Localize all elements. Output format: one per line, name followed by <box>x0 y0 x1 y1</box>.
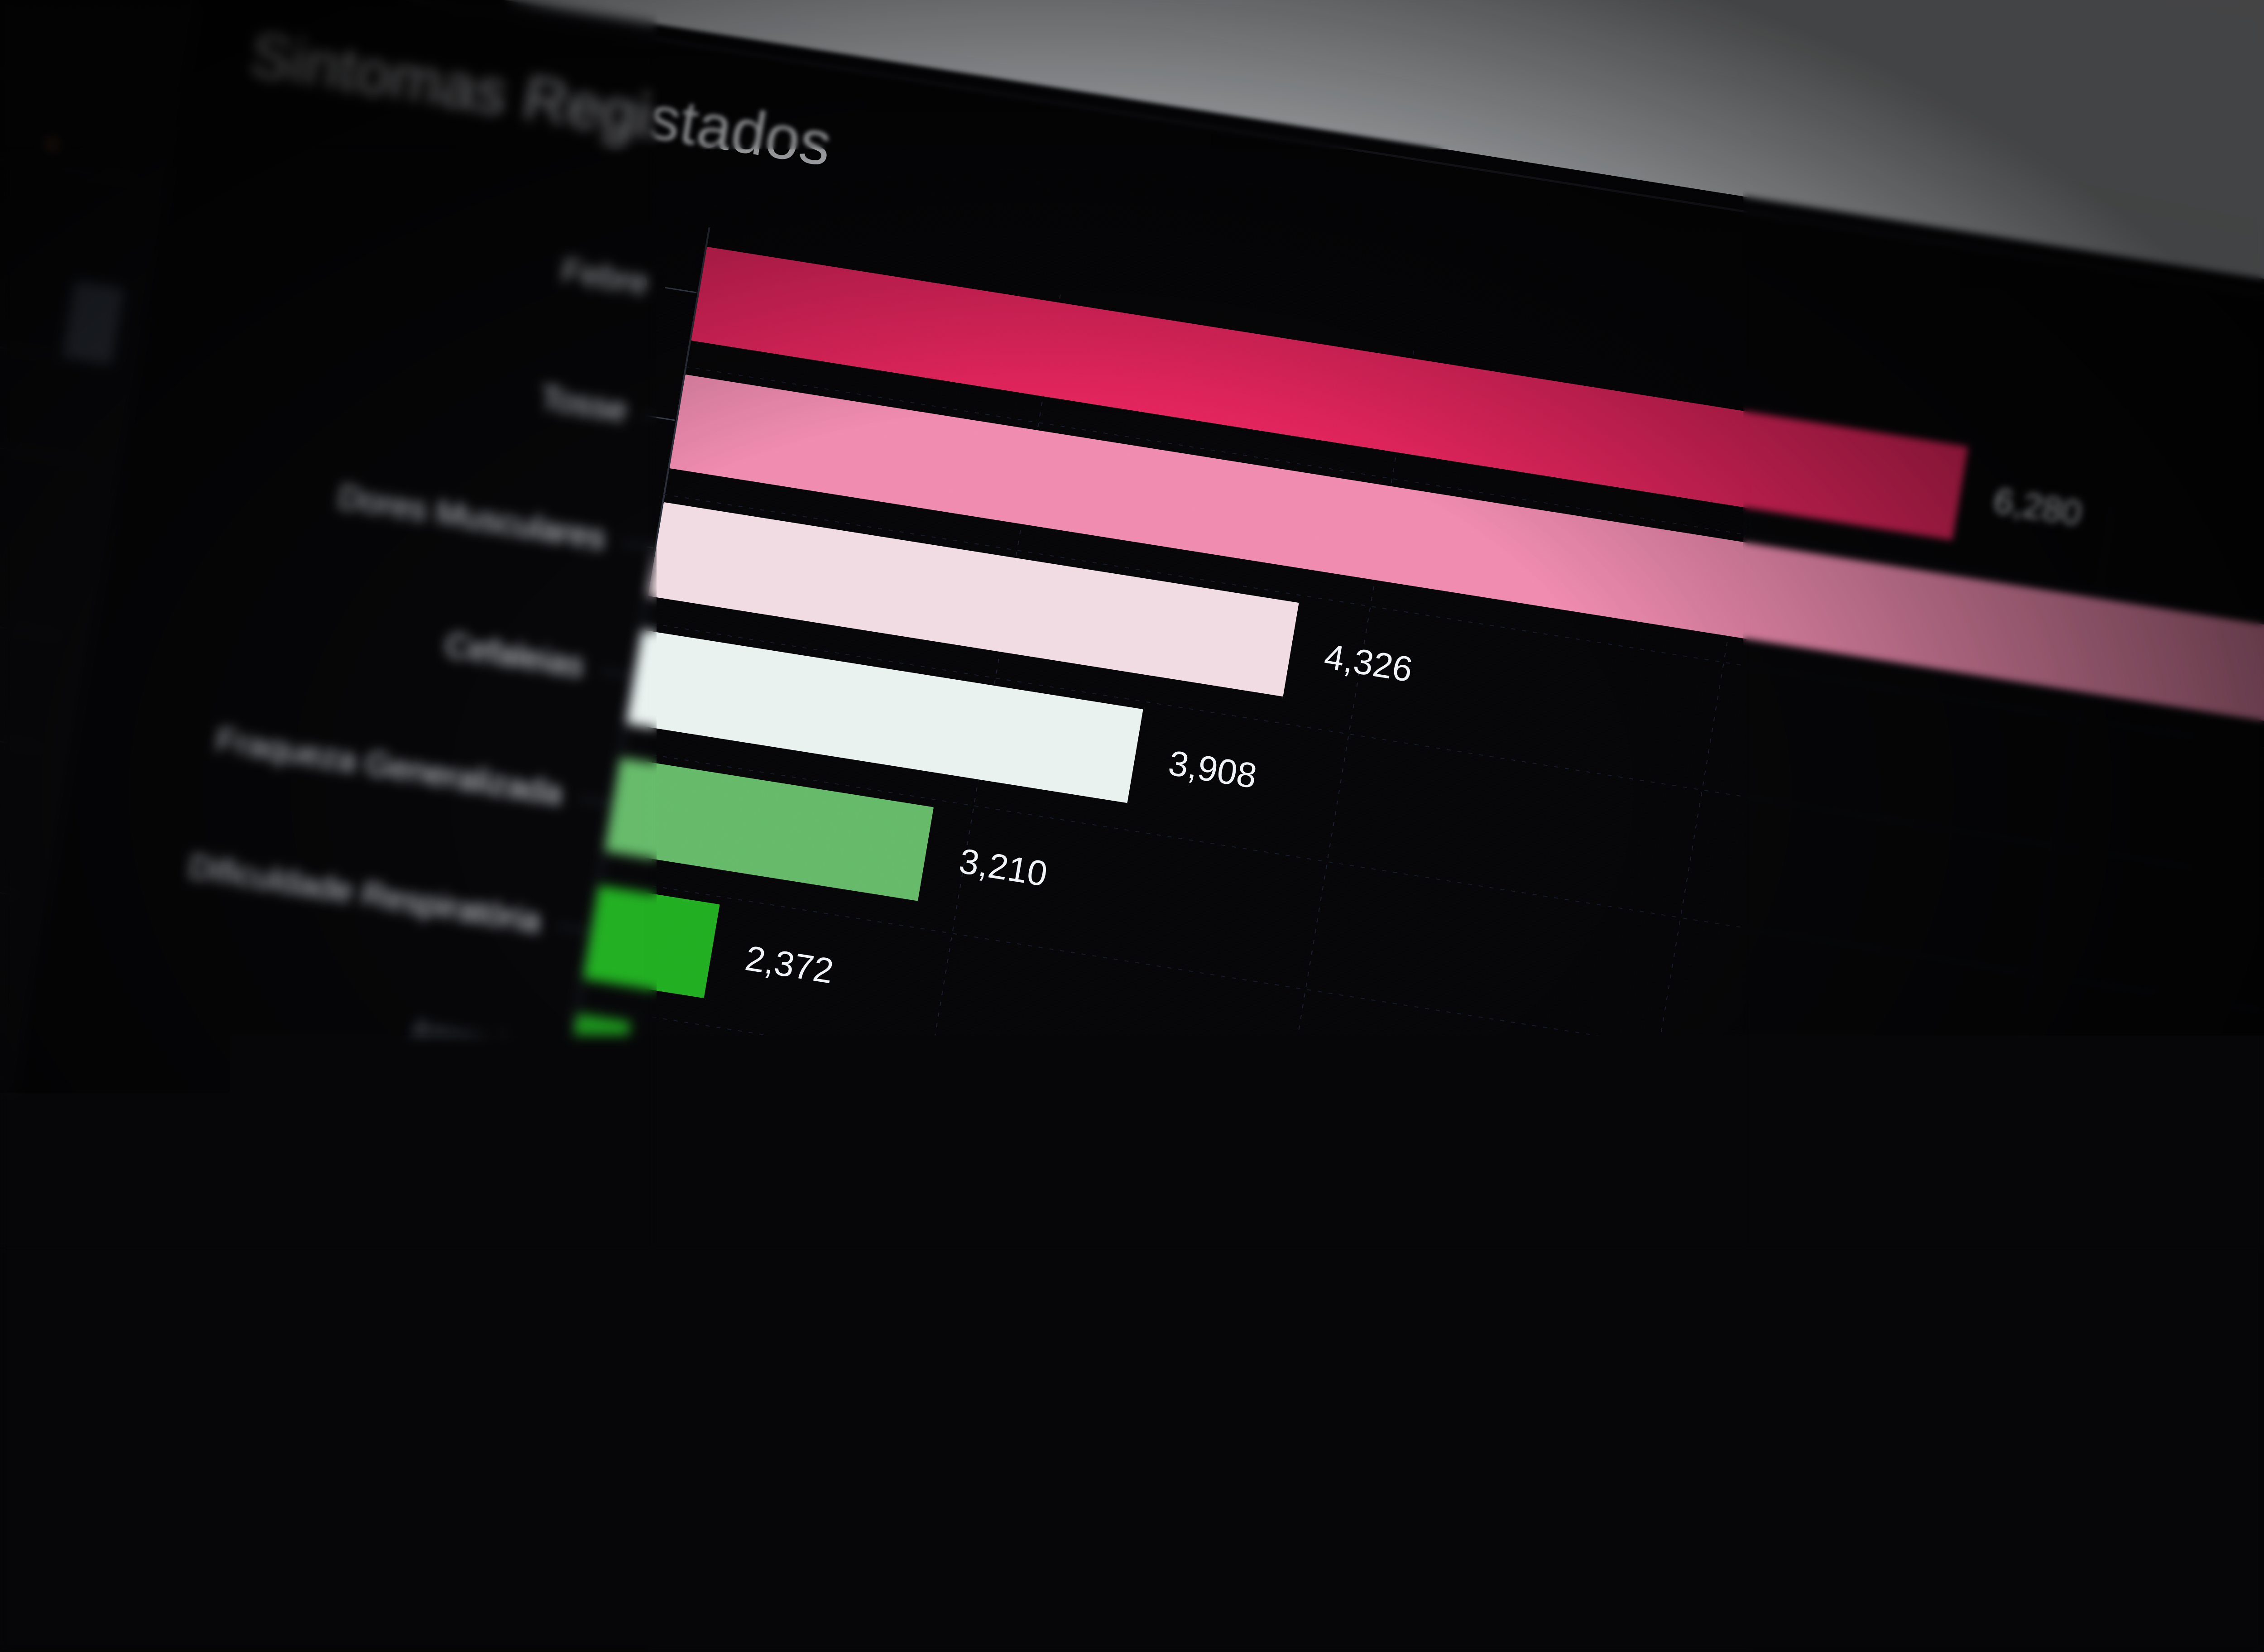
sidebar-divider <box>0 46 152 97</box>
bar-label-anosmia: Anosmia <box>38 954 523 1061</box>
gridline-horizontal <box>599 877 2264 1158</box>
bar-label-dificuldade-respiratoria: Dificuldade Respiratória <box>0 778 544 941</box>
tab-tipo-de-contagio-box[interactable] <box>806 1325 1477 1543</box>
y-axis-tick <box>622 543 653 549</box>
bar-label-febre: Febre <box>189 192 652 302</box>
sidebar-divider <box>0 586 61 637</box>
bar-fraqueza-generalizada[interactable] <box>605 758 934 901</box>
bar-label-cefaleias: Cefaleias <box>125 575 587 685</box>
y-axis-tick <box>557 926 589 932</box>
bar-dificuldade-respiratoria[interactable] <box>583 885 720 998</box>
y-axis-tick <box>665 287 697 293</box>
sidebar-scroll-thumb[interactable] <box>62 280 124 364</box>
y-axis-tick <box>643 415 675 421</box>
symptoms-card: Sintomas Registados <box>0 0 2264 1652</box>
y-axis-tick <box>600 670 632 677</box>
dashboard-screen: ...mados ...o Gaia ...bos ...mento ...o … <box>0 0 2264 1652</box>
page-title: Sintomas Registados <box>245 18 837 180</box>
tab-active-indicator <box>439 1264 691 1315</box>
photograph-of-monitor: ...mados ...o Gaia ...bos ...mento ...o … <box>0 0 2264 1652</box>
bar-label-fraqueza-generalizada: Fraqueza Generalizada <box>0 662 566 813</box>
bar-value-febre: 6,280 <box>1991 480 2085 534</box>
bar-value-fraqueza-generalizada: 3,210 <box>956 840 1050 894</box>
tab-grupo-etario-box[interactable] <box>1520 1562 2123 1652</box>
y-axis-tick <box>579 798 610 804</box>
tab-sintomas[interactable]: Sintomas <box>458 1213 586 1267</box>
monitor-screen-wrap: ...mados ...o Gaia ...bos ...mento ...o … <box>0 0 2264 1652</box>
bar-label-tosse: Tosse <box>168 319 630 429</box>
bar-value-cefaleias: 3,908 <box>1166 742 1260 797</box>
status-dot-icon <box>47 139 57 149</box>
y-axis-tick <box>536 1053 567 1060</box>
bar-value-dificuldade-respiratoria: 2,372 <box>742 937 836 992</box>
sidebar-divider <box>0 131 138 182</box>
gridline-horizontal <box>577 1005 2264 1286</box>
bar-chart: Febre 6,280 Tosse 4,094 Dores Musculares… <box>555 239 2264 1416</box>
bar-value-dores-musculares: 4,326 <box>1321 636 1415 690</box>
